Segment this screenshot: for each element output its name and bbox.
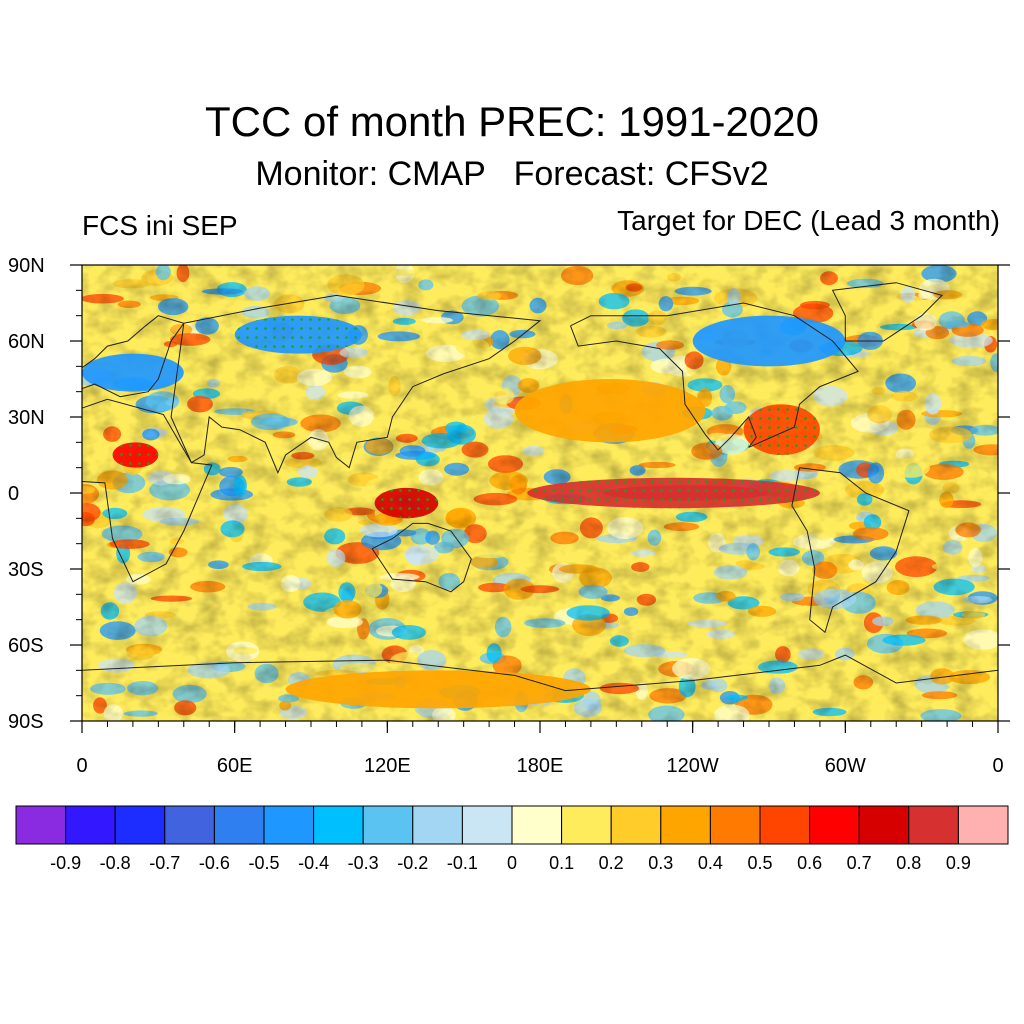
lon-label: 60W [825,755,866,777]
colorbar-label: 0.2 [599,853,624,873]
colorbar-label: -0.7 [149,853,180,873]
lat-label: 60N [8,331,45,353]
gulf-of-mexico-positive-significance [743,404,820,455]
correlation-features [82,315,846,709]
colorbar-box [15,805,67,845]
init-label: FCS ini SEP [82,210,238,241]
equatorial-pacific-core-significance [603,485,769,501]
southern-ocean-positive [285,670,591,709]
colorbar-label: 0.6 [797,853,822,873]
colorbar-label: 0 [507,853,517,873]
lat-label: 90N [8,255,45,277]
colorbar-label: 0.9 [946,853,971,873]
colorbar-box [610,805,662,845]
colorbar-label: 0.8 [896,853,921,873]
canada-negative [692,315,846,367]
lon-label: 0 [992,755,1003,777]
tcc-field [82,265,998,721]
colorbar-box [858,805,910,845]
colorbar-box [709,805,761,845]
colorbar-box [759,805,811,845]
colorbar-box [461,805,513,845]
colorbar-label: 0.3 [648,853,673,873]
colorbar-label: -0.2 [397,853,428,873]
colorbar-box [809,805,860,845]
north-america-coast [570,302,859,451]
chart-title: TCC of month PREC: 1991-2020 [205,98,819,145]
colorbar-box [412,805,463,845]
maritime-continent-max-significance [374,487,439,519]
south-america-coast [791,467,910,634]
colorbar-label: 0.7 [847,853,872,873]
colorbar-box [263,805,315,845]
antarctica-coast [82,654,998,692]
lat-label: 90S [8,711,44,733]
colorbar-box [164,805,215,845]
lat-label: 30N [8,407,45,429]
lon-label: 120E [364,755,411,777]
colorbar-box [511,805,563,845]
chart-subtitle: Monitor: CMAP Forecast: CFSv2 [255,155,769,193]
lat-label: 60S [8,635,44,657]
colorbar-label: -0.4 [298,853,329,873]
colorbar-box [213,805,265,845]
lon-label: 120W [667,755,719,777]
north-pacific-positive [514,379,706,443]
europe-coast [82,315,185,398]
africa-coast [82,398,213,583]
greenland-coast [831,282,943,342]
lon-label: 180E [517,755,564,777]
colorbar-box [65,805,116,845]
colorbar-label: 0.1 [549,853,574,873]
colorbar-box [362,805,414,845]
colorbar-label: -0.9 [50,853,81,873]
colorbar-box [114,805,166,845]
colorbar-label: -0.8 [100,853,131,873]
target-label: Target for DEC (Lead 3 month) [617,205,1000,236]
coastlines [82,282,998,692]
siberia-negative-significance [234,315,362,354]
australia-coast [371,522,472,593]
colorbar-box [561,805,612,845]
colorbar: -0.9 -0.8 -0.7 -0.6 -0.5 -0.4 -0.3 -0.2 -0.1 0 0.1… [15,805,1009,873]
lon-label: 0 [76,755,87,777]
colorbar-box [660,805,711,845]
colorbar-label: 0.4 [698,853,723,873]
colorbar-box [908,805,959,845]
lon-label: 60E [217,755,253,777]
colorbar-box [957,805,1009,845]
asia-coast [170,294,542,474]
colorbar-label: -0.5 [248,853,279,873]
colorbar-label: -0.6 [199,853,230,873]
colorbar-label: -0.3 [348,853,379,873]
lat-label: 30S [8,559,44,581]
map-axes: 90N 60N 30N 0 30S 60S 90S 0 60E 120E 180E 120W 60W 0 [8,255,1010,777]
colorbar-label: 0.5 [747,853,772,873]
europe-negative [82,353,184,392]
colorbar-label: -0.1 [447,853,478,873]
colorbar-box [313,805,364,845]
sahara-spot-significance [112,442,159,468]
lat-label: 0 [8,483,19,505]
